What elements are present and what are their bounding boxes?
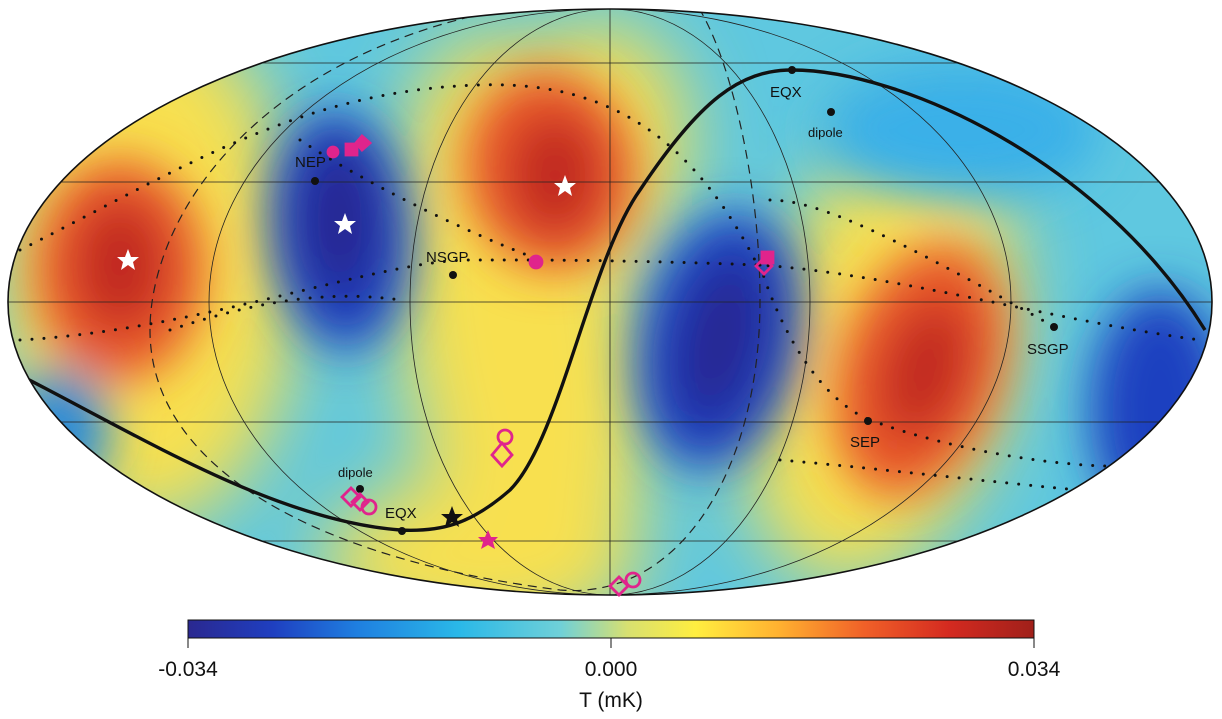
dipole-bottom-point (356, 485, 364, 493)
map-labels: NEP NSGP EQX dipole SSGP SEP dipole EQX (295, 84, 1069, 522)
colorbar-max-label: 0.034 (1008, 658, 1061, 681)
reference-points (311, 66, 1058, 535)
magenta-diamond-icon (608, 575, 630, 597)
map-border (7, 8, 1213, 596)
nsgp-point (449, 271, 457, 279)
colorbar-min-label: -0.034 (158, 658, 218, 681)
ecliptic-curve (8, 68, 1207, 533)
magenta-diamond-icon (354, 134, 373, 152)
colorbar: -0.034 0.000 0.034 T (mK) (158, 619, 1061, 712)
magenta-square-icon (344, 142, 359, 157)
magenta-markers (326, 134, 775, 597)
ssgp-point (1050, 323, 1058, 331)
magenta-diamond-icon (754, 256, 774, 276)
magenta-diamond-icon (350, 492, 370, 512)
label-dipole-top: dipole (808, 125, 843, 140)
eqx-bottom-point (398, 527, 406, 535)
magenta-diamond-icon (490, 440, 514, 469)
white-stars (117, 175, 576, 270)
label-eqx-bottom: EQX (385, 505, 417, 522)
white-star-icon (117, 249, 139, 270)
label-nep: NEP (295, 154, 326, 171)
dashed-great-circle (149, 9, 761, 592)
label-ssgp: SSGP (1027, 341, 1069, 358)
white-star-icon (334, 213, 356, 234)
magenta-circle-icon (528, 254, 544, 270)
magenta-circle-icon (624, 571, 642, 589)
colorbar-unit-label: T (mK) (579, 689, 643, 712)
label-eqx-top: EQX (770, 84, 802, 101)
magenta-star-icon (478, 530, 498, 549)
label-nsgp: NSGP (426, 249, 469, 266)
dipole-top-point (827, 108, 835, 116)
label-dipole-bottom: dipole (338, 465, 373, 480)
label-sep: SEP (850, 434, 880, 451)
magenta-circle-icon (496, 428, 514, 446)
magenta-diamond-icon (340, 486, 362, 508)
black-star-icon (441, 506, 463, 527)
white-star-icon (554, 175, 576, 196)
colorbar-mid-label: 0.000 (585, 658, 638, 681)
sep-point (864, 417, 872, 425)
colorbar-scale (187, 619, 1035, 639)
nep-point (311, 177, 319, 185)
eqx-top-point (788, 66, 796, 74)
magenta-circle-icon (326, 145, 340, 159)
